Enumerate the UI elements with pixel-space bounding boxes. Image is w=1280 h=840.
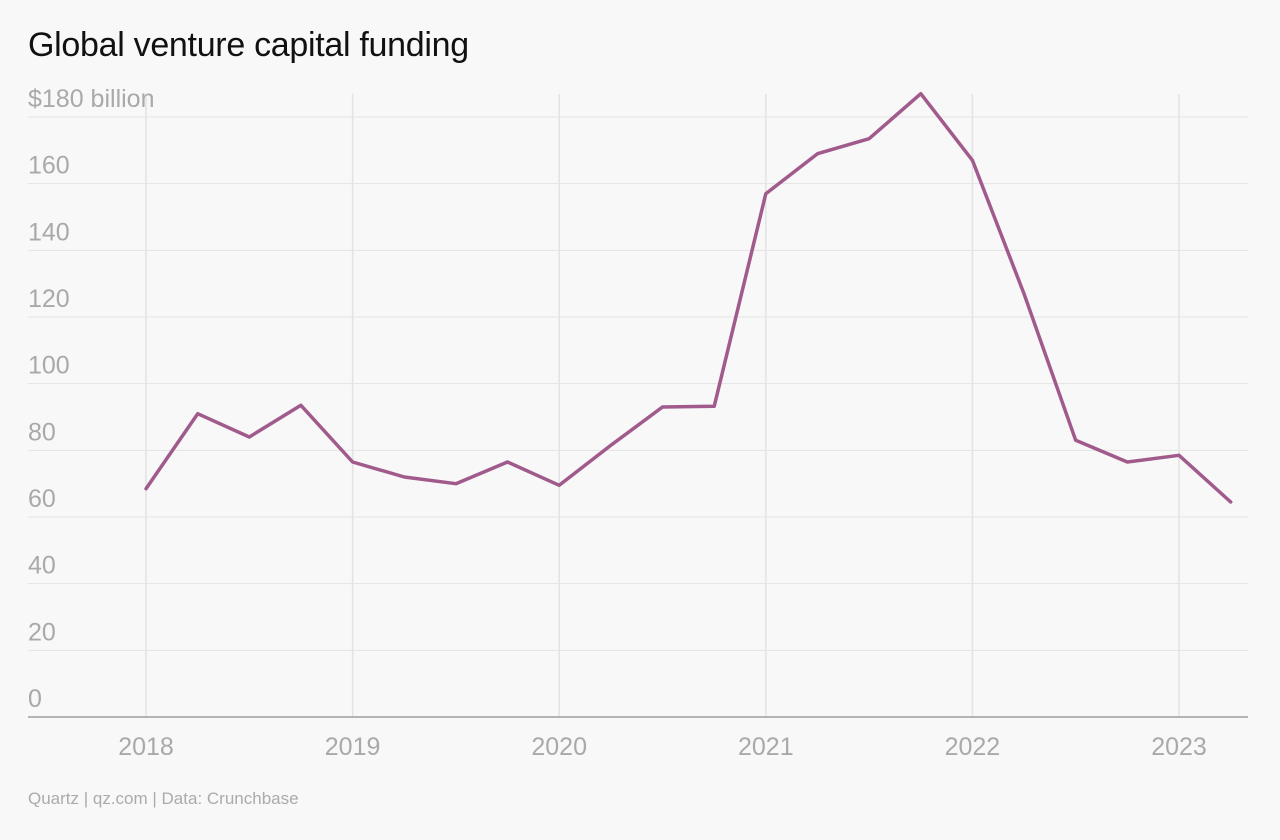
vc-funding-line [144, 91, 1233, 504]
y-tick-label: $180 billion [28, 85, 155, 113]
y-tick-label: 100 [28, 352, 70, 380]
y-tick-label: 120 [28, 285, 70, 313]
x-tick-label: 2020 [531, 733, 587, 761]
grid-lines [28, 94, 1248, 717]
y-tick-label: 60 [28, 485, 56, 513]
source-credit: Quartz | qz.com | Data: Crunchbase [28, 789, 299, 808]
y-tick-label: 0 [28, 685, 42, 713]
chart-title: Global venture capital funding [28, 26, 469, 64]
y-axis-labels: 0 20 40 60 80 100 120 140 160 $180 billion [28, 85, 155, 713]
x-tick-label: 2018 [118, 733, 174, 761]
y-tick-label: 40 [28, 552, 56, 580]
y-tick-label: 80 [28, 418, 56, 446]
y-tick-label: 20 [28, 618, 56, 646]
x-tick-label: 2022 [945, 733, 1001, 761]
y-tick-label: 140 [28, 218, 70, 246]
x-axis-labels: 2018 2019 2020 2021 2022 2023 [118, 733, 1207, 761]
y-tick-label: 160 [28, 152, 70, 180]
x-tick-label: 2019 [325, 733, 381, 761]
x-tick-label: 2021 [738, 733, 794, 761]
x-tick-label: 2023 [1151, 733, 1207, 761]
